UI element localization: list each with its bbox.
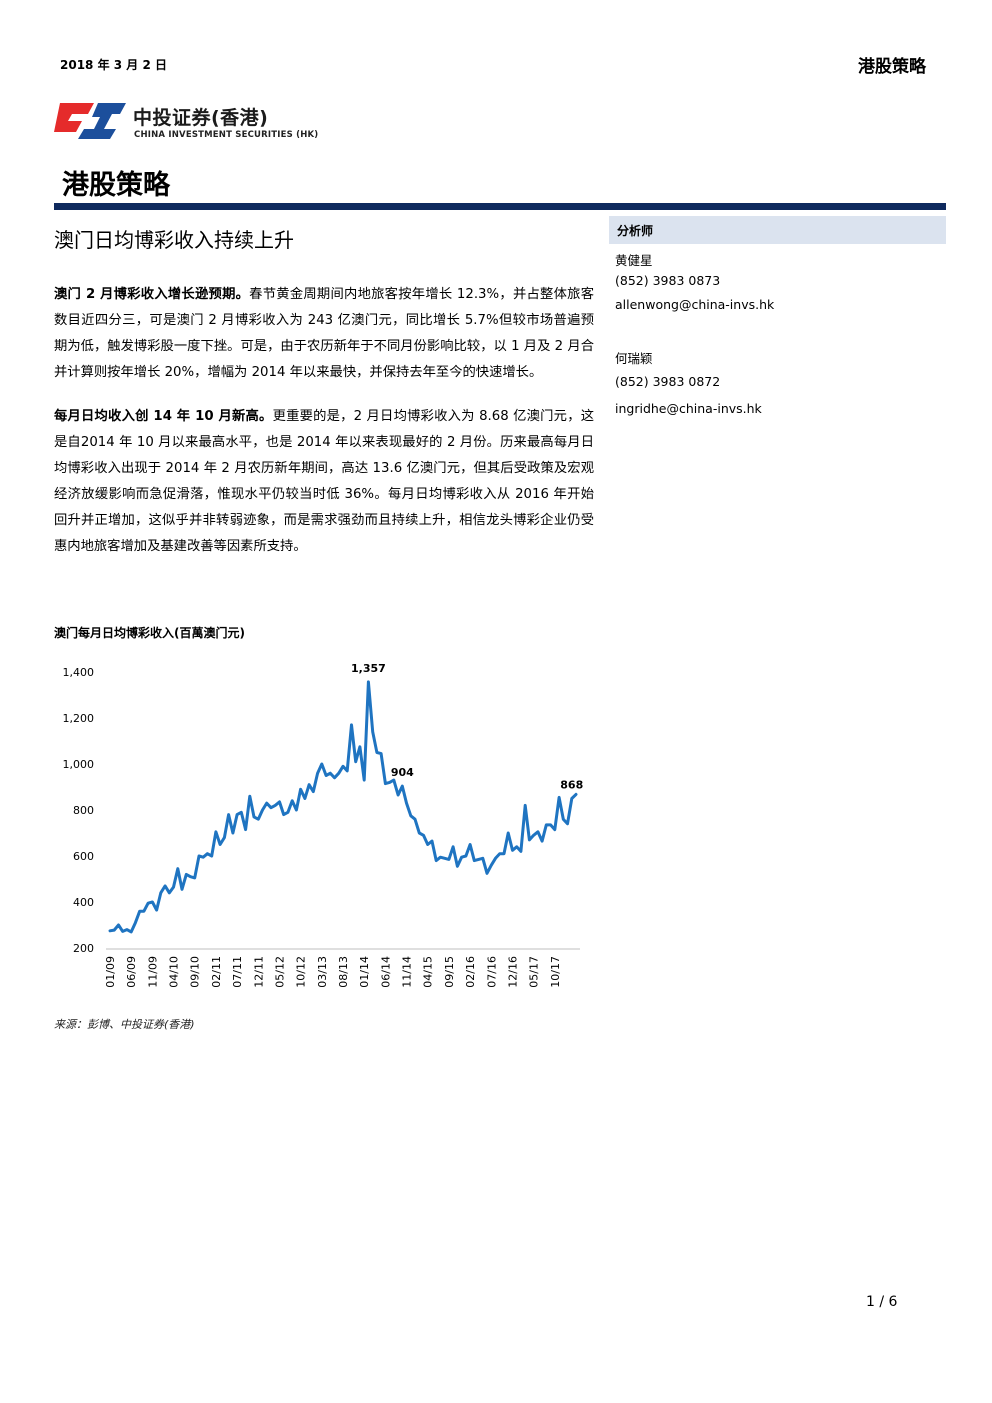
company-logo-icon xyxy=(54,103,126,139)
x-tick-label: 10/12 xyxy=(295,956,308,988)
line-chart: 200 400 600 800 1,000 1,200 1,400 01/09 06/09 11… xyxy=(63,662,584,988)
paragraph-body: 春节黄金周期间内地旅客按年增长 12.3%，并占整体旅客数目近四分三，可是澳门 … xyxy=(54,287,594,380)
source-note: 来源：彭博、中投证券(香港) xyxy=(54,1018,195,1031)
report-body: 澳门 2 月博彩收入增长逊预期。春节黄金周期间内地旅客按年增长 12.3%，并占… xyxy=(54,282,594,578)
x-tick-label: 12/16 xyxy=(506,956,519,988)
chart-title: 澳门每月日均博彩收入(百萬澳门元) xyxy=(54,626,245,640)
x-tick-label: 05/12 xyxy=(273,956,286,988)
x-tick-label: 09/10 xyxy=(189,956,202,988)
title-divider xyxy=(54,203,946,210)
logo-red-shape xyxy=(54,103,94,132)
y-tick-label: 600 xyxy=(73,850,94,863)
logo-blue-shape xyxy=(78,103,126,139)
x-tick-label: 04/10 xyxy=(168,956,181,988)
logo-name-cn: 中投证券(香港) xyxy=(133,107,269,129)
paragraph: 每月日均收入创 14 年 10 月新高。更重要的是，2 月日均博彩收入为 8.6… xyxy=(54,404,594,560)
x-tick-label: 02/11 xyxy=(210,956,223,988)
analyst-email[interactable]: ingridhe@china-invs.hk xyxy=(615,401,762,416)
paragraph: 澳门 2 月博彩收入增长逊预期。春节黄金周期间内地旅客按年增长 12.3%，并占… xyxy=(54,282,594,386)
analyst-email[interactable]: allenwong@china-invs.hk xyxy=(615,297,775,312)
x-tick-label: 02/16 xyxy=(464,956,477,988)
x-tick-label: 11/14 xyxy=(401,956,414,988)
y-axis: 200 400 600 800 1,000 1,200 1,400 xyxy=(63,666,95,955)
analyst-panel-title: 分析师 xyxy=(617,224,654,238)
report-date: 2018 年 3 月 2 日 xyxy=(60,58,167,72)
x-tick-label: 01/14 xyxy=(358,956,371,988)
y-tick-label: 400 xyxy=(73,896,94,909)
x-axis: 01/09 06/09 11/09 04/10 09/10 02/11 07/11 12/11… xyxy=(104,956,562,988)
x-tick-label: 07/11 xyxy=(231,956,244,988)
x-tick-label: 09/15 xyxy=(443,956,456,988)
logo-name-en: CHINA INVESTMENT SECURITIES (HK) xyxy=(134,130,319,140)
analyst-name: 黄健星 xyxy=(615,253,653,268)
paragraph-lead: 每月日均收入创 14 年 10 月新高。 xyxy=(54,409,273,424)
page-title: 港股策略 xyxy=(62,170,170,201)
analyst-phone: (852) 3983 0872 xyxy=(615,374,721,389)
x-tick-label: 06/14 xyxy=(379,956,392,988)
x-tick-label: 11/09 xyxy=(146,956,159,988)
x-tick-label: 05/17 xyxy=(528,956,541,988)
paragraph-lead: 澳门 2 月博彩收入增长逊预期。 xyxy=(54,287,250,302)
analyst-panel-header: 分析师 xyxy=(609,216,946,244)
x-tick-label: 10/17 xyxy=(549,956,562,988)
x-tick-label: 12/11 xyxy=(252,956,265,988)
x-tick-label: 08/13 xyxy=(337,956,350,988)
y-tick-label: 800 xyxy=(73,804,94,817)
x-tick-label: 04/15 xyxy=(422,956,435,988)
series-line xyxy=(108,680,578,934)
data-label: 1,357 xyxy=(351,662,386,675)
y-tick-label: 1,400 xyxy=(63,666,95,679)
analyst-phone: (852) 3983 0873 xyxy=(615,273,721,288)
analyst-name: 何瑞颖 xyxy=(615,351,653,366)
x-tick-label: 03/13 xyxy=(316,956,329,988)
x-tick-label: 07/16 xyxy=(485,956,498,988)
x-tick-label: 01/09 xyxy=(104,956,117,988)
data-label: 868 xyxy=(560,779,583,792)
header-category: 港股策略 xyxy=(858,57,926,77)
y-tick-label: 200 xyxy=(73,942,94,955)
page-number: 1 / 6 xyxy=(866,1294,898,1310)
y-tick-label: 1,000 xyxy=(63,758,95,771)
data-labels: 1,357 904 868 xyxy=(351,662,583,792)
y-tick-label: 1,200 xyxy=(63,712,95,725)
paragraph-body: 更重要的是，2 月日均博彩收入为 8.68 亿澳门元，这是自2014 年 10 … xyxy=(54,409,595,554)
report-title: 澳门日均博彩收入持续上升 xyxy=(54,228,294,252)
data-label: 904 xyxy=(391,766,414,779)
x-tick-label: 06/09 xyxy=(125,956,138,988)
